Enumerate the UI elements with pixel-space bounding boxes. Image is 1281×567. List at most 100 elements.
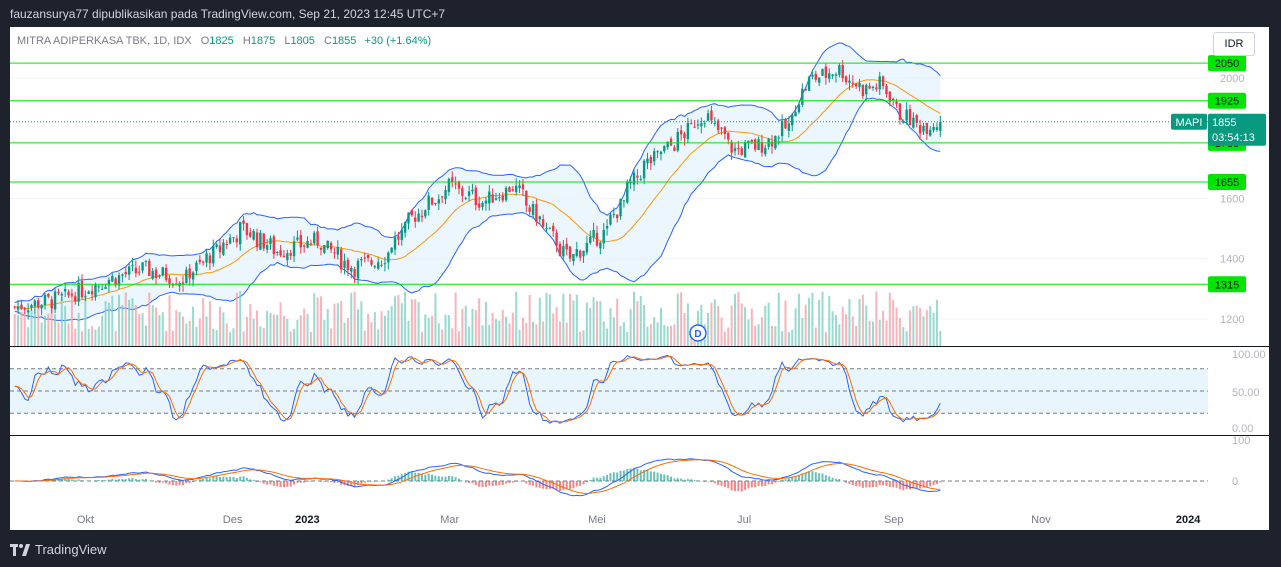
macd-histogram-bar xyxy=(158,481,161,484)
candle-body xyxy=(414,217,417,222)
bollinger-basis-line xyxy=(14,79,941,310)
volume-bar xyxy=(538,297,541,346)
macd-histogram-bar xyxy=(434,475,437,481)
candle-body xyxy=(228,237,232,244)
macd-histogram-bar xyxy=(330,481,333,483)
macd-histogram-bar xyxy=(757,481,760,486)
volume-bar xyxy=(717,305,720,346)
candle-body xyxy=(37,300,40,308)
volume-bar xyxy=(818,299,821,346)
volume-bar xyxy=(871,321,874,346)
candle-body xyxy=(639,179,642,181)
macd-histogram-bar xyxy=(289,481,292,487)
candle-body xyxy=(834,74,838,76)
volume-bar xyxy=(330,328,333,346)
macd-histogram-bar xyxy=(397,475,400,481)
candle-body xyxy=(185,269,188,283)
volume-bar xyxy=(585,302,588,346)
currency-button[interactable]: IDR xyxy=(1213,32,1255,56)
candle-body xyxy=(898,103,902,120)
price-tag-bg xyxy=(1208,113,1266,146)
macd-histogram-bar xyxy=(754,481,757,488)
macd-histogram-bar xyxy=(575,481,578,487)
volume-bar xyxy=(673,324,676,346)
volume-bar xyxy=(20,311,23,346)
candle-body xyxy=(390,247,393,253)
candle-body xyxy=(528,207,531,212)
volume-bar xyxy=(639,295,642,346)
macd-histogram-bar xyxy=(538,481,541,488)
volume-bar xyxy=(128,299,131,346)
volume-bar xyxy=(336,303,339,346)
candle-body xyxy=(922,125,925,132)
candle-body xyxy=(636,175,639,178)
candle-body xyxy=(370,260,373,265)
volume-bar xyxy=(521,317,524,346)
volume-bar xyxy=(282,315,285,346)
volume-bar xyxy=(784,300,787,346)
candle-body xyxy=(212,245,215,264)
price-axis-tick: 1400 xyxy=(1220,254,1244,266)
macd-histogram-bar xyxy=(666,475,669,481)
low-label: L xyxy=(284,35,291,47)
macd-histogram-bar xyxy=(81,480,84,481)
volume-bar xyxy=(572,300,575,346)
volume-bar xyxy=(57,322,60,346)
macd-histogram-bar xyxy=(673,478,676,481)
candle-body xyxy=(296,237,299,240)
volume-bar xyxy=(686,303,689,346)
macd-histogram-bar xyxy=(394,476,397,481)
candle-body xyxy=(696,124,700,126)
macd-histogram-bar xyxy=(303,481,306,483)
chart-frame[interactable]: D 2000 1600 1400 1200 100.00 50.00 0.00 100 0 Okt… xyxy=(10,27,1269,530)
volume-bar xyxy=(286,319,289,346)
macd-histogram-bar xyxy=(747,481,750,489)
volume-bar xyxy=(599,301,602,346)
candle-body xyxy=(265,245,269,250)
volume-bar xyxy=(437,323,440,346)
macd-histogram-bar xyxy=(101,480,104,481)
bollinger-lower-line xyxy=(14,97,941,322)
candle-body xyxy=(117,275,121,286)
symbol-name: MITRA ADIPERKASA TBK, 1D, IDX xyxy=(17,35,192,47)
macd-histogram-bar xyxy=(323,481,326,482)
level-tag-value: 1315 xyxy=(1215,279,1239,291)
volume-bar xyxy=(168,295,171,346)
macd-histogram-bar xyxy=(168,481,171,485)
macd-histogram-bar xyxy=(420,474,423,481)
volume-bar xyxy=(219,306,222,346)
candle-body xyxy=(454,183,457,185)
candle-body xyxy=(215,244,218,247)
macd-histogram-bar xyxy=(521,481,524,482)
macd-histogram-bar xyxy=(107,479,110,481)
volume-bar xyxy=(299,315,302,346)
candle-body xyxy=(124,271,127,275)
candle-body xyxy=(420,215,424,218)
tradingview-logo[interactable]: TradingView xyxy=(10,542,107,557)
time-axis-tick: Jul xyxy=(737,514,751,526)
candle-body xyxy=(723,127,727,135)
volume-bar xyxy=(555,307,558,346)
macd-histogram-bar xyxy=(441,476,444,481)
volume-bar xyxy=(195,326,198,346)
volume-bar xyxy=(656,322,659,346)
close-label: C xyxy=(323,35,332,47)
volume-bar xyxy=(215,330,218,346)
volume-bar xyxy=(528,294,531,346)
volume-bar xyxy=(138,313,141,346)
macd-histogram-bar xyxy=(131,478,134,481)
candle-body xyxy=(552,225,555,231)
candle-body xyxy=(444,190,447,200)
macd-histogram-bar xyxy=(508,481,511,484)
candle-body xyxy=(232,237,235,239)
volume-bar xyxy=(377,329,380,346)
macd-histogram-bar xyxy=(649,471,652,481)
candle-body xyxy=(895,101,898,104)
macd-histogram-bar xyxy=(404,472,407,481)
volume-bar xyxy=(609,308,612,346)
candle-body xyxy=(104,286,107,289)
candle-body xyxy=(932,126,935,131)
candle-body xyxy=(26,310,30,313)
macd-histogram-bar xyxy=(276,481,279,487)
